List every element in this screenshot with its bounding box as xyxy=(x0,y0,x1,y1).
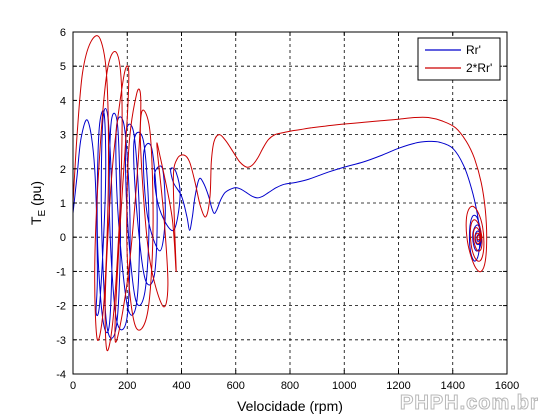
y-tick-label-3: 3 xyxy=(60,130,66,142)
y-tick-label--3: -3 xyxy=(56,335,66,347)
x-tick-label-1000: 1000 xyxy=(332,380,356,392)
y-axis-label-subscript: E xyxy=(37,209,48,216)
y-tick-label--2: -2 xyxy=(56,301,66,313)
series-layer xyxy=(72,35,488,352)
x-tick-label-0: 0 xyxy=(70,380,76,392)
y-tick-label-1: 1 xyxy=(60,198,66,210)
x-tick-label-1200: 1200 xyxy=(386,380,410,392)
y-tick-label--4: -4 xyxy=(56,369,66,381)
x-axis-ticks: 0 200 400 600 800 1000 1200 1400 1600 xyxy=(70,32,519,392)
legend: Rr' 2*Rr' xyxy=(417,37,501,81)
legend-label-2rr: 2*Rr' xyxy=(466,61,492,75)
x-tick-label-1600: 1600 xyxy=(495,380,519,392)
x-axis-label: Velocidade (rpm) xyxy=(237,398,343,414)
x-tick-label-800: 800 xyxy=(281,380,299,392)
y-axis-ticks: -4 -3 -2 -1 0 1 2 3 4 5 6 xyxy=(56,27,507,381)
y-tick-label-2: 2 xyxy=(60,164,66,176)
legend-label-rr: Rr' xyxy=(466,43,481,57)
y-axis-label-main: T xyxy=(28,216,44,225)
y-tick-label--1: -1 xyxy=(56,266,66,278)
y-axis-label: TE (pu) xyxy=(28,181,48,225)
legend-box xyxy=(417,37,501,81)
series-line-rr xyxy=(72,108,482,339)
x-tick-label-1400: 1400 xyxy=(441,380,465,392)
x-tick-label-400: 400 xyxy=(172,380,190,392)
x-tick-label-600: 600 xyxy=(227,380,245,392)
y-axis-label-unit: (pu) xyxy=(28,181,44,206)
y-tick-label-4: 4 xyxy=(60,95,66,107)
watermark: PHPH.com.br xyxy=(400,392,539,414)
y-tick-label-5: 5 xyxy=(60,61,66,73)
x-tick-label-200: 200 xyxy=(118,380,136,392)
series-line-2rr xyxy=(72,35,488,352)
y-tick-label-6: 6 xyxy=(60,27,66,39)
y-tick-label-0: 0 xyxy=(60,232,66,244)
